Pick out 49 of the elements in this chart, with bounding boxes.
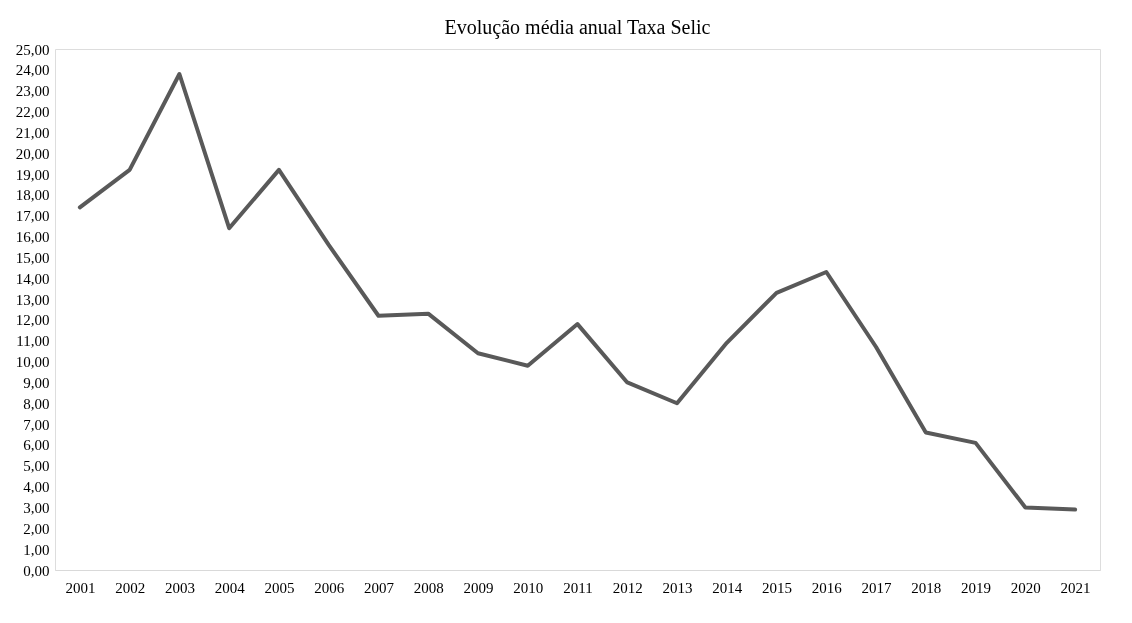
x-tick-label: 2018 — [911, 579, 942, 596]
chart-title: Evolução média anual Taxa Selic — [444, 16, 711, 39]
y-tick-label: 8,00 — [23, 395, 50, 412]
y-tick-label: 11,00 — [16, 333, 50, 350]
x-tick-label: 2010 — [513, 579, 544, 596]
y-tick-label: 5,00 — [23, 458, 50, 475]
x-tick-label: 2005 — [264, 579, 295, 596]
y-tick-label: 20,00 — [15, 145, 50, 162]
x-tick-label: 2008 — [413, 579, 444, 596]
x-tick-label: 2001 — [65, 579, 96, 596]
x-tick-label: 2009 — [463, 579, 494, 596]
x-tick-label: 2006 — [314, 579, 345, 596]
y-tick-label: 13,00 — [15, 291, 50, 308]
y-tick-label: 4,00 — [23, 479, 50, 496]
x-tick-label: 2013 — [662, 579, 693, 596]
y-tick-label: 23,00 — [15, 83, 50, 100]
x-tick-label: 2012 — [612, 579, 643, 596]
y-tick-label: 18,00 — [15, 187, 50, 204]
y-tick-label: 15,00 — [15, 249, 50, 266]
y-tick-label: 7,00 — [23, 416, 50, 433]
y-tick-label: 9,00 — [23, 374, 50, 391]
x-tick-label: 2021 — [1060, 579, 1091, 596]
y-tick-label: 3,00 — [23, 499, 50, 516]
x-tick-label: 2017 — [861, 579, 893, 596]
y-tick-label: 6,00 — [23, 437, 50, 454]
y-tick-label: 14,00 — [15, 270, 50, 287]
y-tick-label: 2,00 — [23, 520, 50, 537]
y-tick-label: 17,00 — [15, 208, 50, 225]
x-tick-label: 2019 — [961, 579, 992, 596]
y-tick-label: 24,00 — [15, 62, 50, 79]
y-tick-label: 10,00 — [15, 354, 50, 371]
y-tick-label: 21,00 — [15, 124, 50, 141]
y-tick-label: 19,00 — [15, 166, 50, 183]
x-tick-label: 2020 — [1010, 579, 1041, 596]
x-tick-label: 2016 — [811, 579, 843, 596]
x-tick-label: 2015 — [762, 579, 793, 596]
x-tick-label: 2011 — [563, 579, 593, 596]
x-tick-label: 2004 — [214, 579, 246, 596]
y-tick-label: 0,00 — [23, 562, 50, 579]
x-tick-label: 2014 — [712, 579, 743, 596]
line-series — [77, 72, 1078, 512]
x-tick-label: 2003 — [164, 579, 195, 596]
x-tick-label: 2002 — [115, 579, 146, 596]
y-tick-label: 1,00 — [23, 541, 50, 558]
y-tick-label: 16,00 — [15, 229, 50, 246]
y-tick-label: 25,00 — [15, 41, 50, 58]
x-tick-label: 2007 — [363, 579, 395, 596]
y-tick-label: 22,00 — [15, 104, 50, 121]
y-tick-label: 12,00 — [15, 312, 50, 329]
